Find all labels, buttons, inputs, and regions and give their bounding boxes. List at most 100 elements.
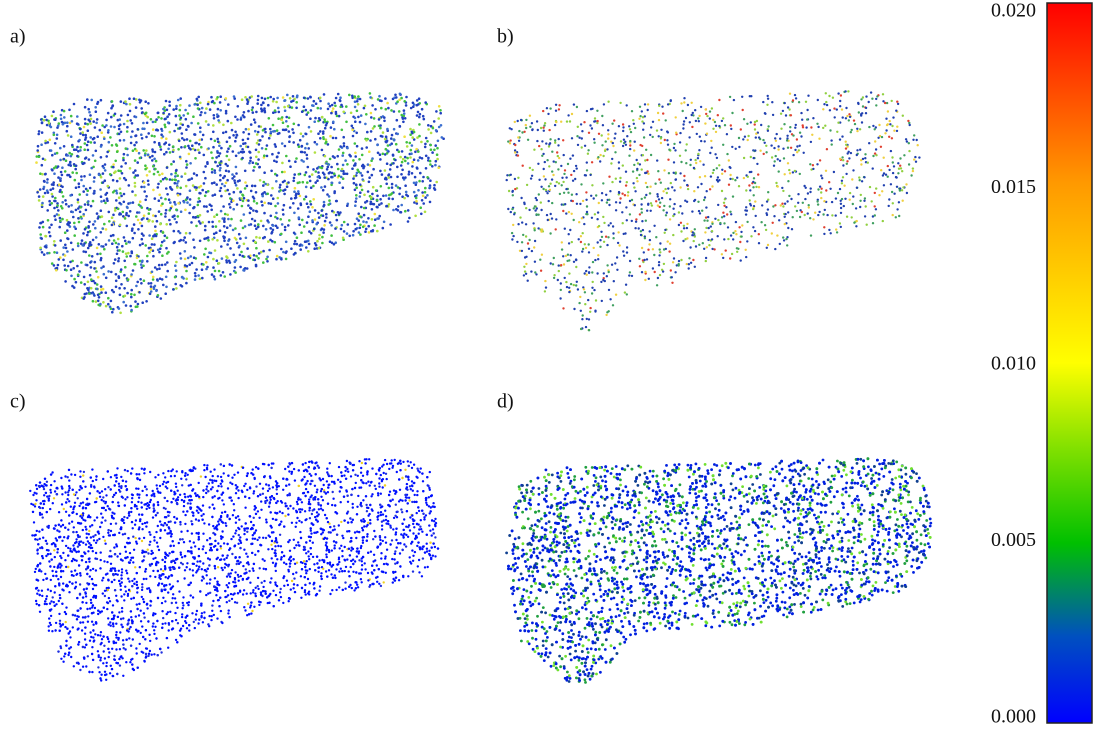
point: [319, 97, 322, 100]
point: [735, 233, 737, 235]
point: [105, 228, 108, 231]
point: [316, 167, 319, 170]
point: [36, 149, 39, 152]
point: [788, 195, 790, 197]
point: [132, 171, 135, 174]
point: [72, 267, 75, 270]
point: [180, 117, 183, 120]
point: [764, 112, 766, 114]
point: [392, 154, 395, 157]
point: [422, 202, 425, 205]
point: [667, 159, 669, 161]
point: [97, 294, 100, 297]
point: [319, 166, 322, 169]
point: [162, 178, 165, 181]
point: [156, 268, 159, 271]
point: [122, 159, 125, 162]
point: [553, 274, 555, 276]
point: [721, 216, 723, 218]
point: [139, 278, 142, 281]
point: [330, 166, 333, 169]
point: [557, 279, 559, 281]
point: [689, 121, 691, 123]
point: [257, 151, 260, 154]
point: [732, 178, 734, 180]
point: [560, 165, 562, 167]
point: [892, 116, 894, 118]
point: [76, 122, 79, 125]
point: [45, 119, 48, 122]
point: [619, 102, 621, 104]
point: [631, 275, 633, 277]
point: [80, 281, 83, 284]
point: [299, 498, 301, 500]
point: [293, 123, 296, 126]
point: [185, 241, 188, 244]
point: [157, 171, 160, 174]
point: [763, 153, 765, 155]
point: [186, 201, 189, 204]
point: [152, 214, 155, 217]
point: [392, 209, 395, 212]
point: [262, 184, 265, 187]
point: [182, 239, 185, 242]
point: [612, 225, 614, 227]
point: [138, 204, 141, 207]
point: [274, 241, 277, 244]
point: [875, 208, 877, 210]
point: [401, 150, 404, 153]
point: [600, 281, 602, 283]
point: [259, 139, 262, 142]
point: [223, 185, 226, 188]
point: [673, 161, 675, 163]
point: [325, 216, 328, 219]
point: [237, 152, 240, 155]
point: [314, 141, 317, 144]
point: [633, 149, 635, 151]
point: [262, 102, 265, 105]
point: [185, 199, 188, 202]
point: [176, 182, 179, 185]
point: [840, 203, 842, 205]
point: [100, 285, 103, 288]
point: [327, 143, 330, 146]
point: [238, 179, 241, 182]
point: [860, 163, 862, 165]
point: [308, 175, 311, 178]
point: [268, 117, 271, 120]
point: [750, 235, 752, 237]
point: [103, 248, 106, 251]
point: [70, 135, 73, 138]
point: [101, 227, 104, 230]
point: [255, 156, 258, 159]
point: [624, 141, 626, 143]
point: [786, 236, 788, 238]
point: [141, 242, 144, 245]
point: [517, 120, 519, 122]
point: [188, 104, 191, 107]
point: [285, 258, 288, 261]
point: [219, 101, 222, 104]
point: [872, 155, 874, 157]
point: [46, 252, 49, 255]
point: [648, 278, 650, 280]
point: [164, 198, 167, 201]
point: [174, 179, 177, 182]
point: [293, 177, 296, 180]
point: [525, 223, 527, 225]
point: [679, 205, 681, 207]
point: [143, 186, 146, 189]
point: [354, 120, 357, 123]
point: [385, 183, 388, 186]
point: [733, 99, 735, 101]
point: [136, 281, 139, 284]
point: [384, 177, 387, 180]
point: [87, 225, 90, 228]
point: [575, 266, 577, 268]
point: [213, 181, 216, 184]
point: [426, 194, 429, 197]
point: [703, 199, 705, 201]
point: [77, 207, 80, 210]
point: [294, 197, 297, 200]
point: [82, 232, 85, 235]
